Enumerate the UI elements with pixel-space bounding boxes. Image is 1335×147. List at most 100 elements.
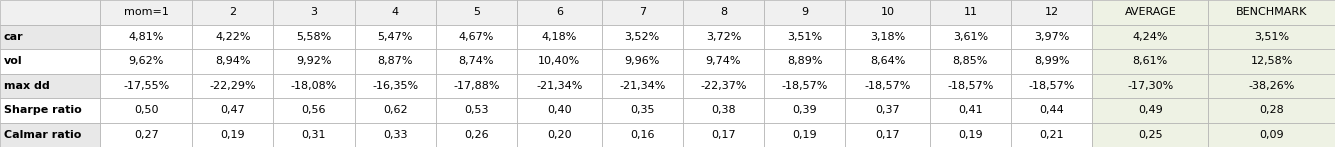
Bar	[192, 98, 274, 122]
Bar	[435, 25, 517, 49]
Text: 0,49: 0,49	[1137, 105, 1163, 115]
Text: 3,18%: 3,18%	[870, 32, 905, 42]
Bar	[435, 74, 517, 98]
Text: -17,30%: -17,30%	[1127, 81, 1173, 91]
Text: Sharpe ratio: Sharpe ratio	[4, 105, 81, 115]
Text: 0,44: 0,44	[1039, 105, 1064, 115]
Bar	[1208, 49, 1335, 74]
Bar	[355, 0, 435, 25]
Text: -38,26%: -38,26%	[1248, 81, 1295, 91]
Bar	[1011, 0, 1092, 25]
Bar	[602, 49, 682, 74]
Text: max dd: max dd	[4, 81, 49, 91]
Bar	[764, 74, 845, 98]
Text: -22,29%: -22,29%	[210, 81, 256, 91]
Text: AVERAGE: AVERAGE	[1124, 7, 1176, 17]
Text: 3,97%: 3,97%	[1033, 32, 1069, 42]
Bar	[764, 0, 845, 25]
Bar	[845, 74, 929, 98]
Bar	[274, 98, 355, 122]
Text: 0,62: 0,62	[383, 105, 407, 115]
Text: 9: 9	[801, 7, 808, 17]
Bar	[435, 0, 517, 25]
Text: 8,87%: 8,87%	[378, 56, 413, 66]
Text: 4,81%: 4,81%	[128, 32, 164, 42]
Bar	[1092, 74, 1208, 98]
Text: 8,61%: 8,61%	[1132, 56, 1168, 66]
Text: 9,92%: 9,92%	[296, 56, 331, 66]
Text: 4: 4	[391, 7, 399, 17]
Text: 5: 5	[473, 7, 481, 17]
Bar	[355, 74, 435, 98]
Bar	[764, 49, 845, 74]
Bar	[100, 49, 192, 74]
Bar	[517, 122, 602, 147]
Text: 0,33: 0,33	[383, 130, 407, 140]
Bar	[602, 98, 682, 122]
Bar	[274, 74, 355, 98]
Text: -17,88%: -17,88%	[454, 81, 499, 91]
Text: 5,58%: 5,58%	[296, 32, 331, 42]
Bar	[100, 98, 192, 122]
Text: 3,52%: 3,52%	[625, 32, 659, 42]
Text: 8,89%: 8,89%	[786, 56, 822, 66]
Bar	[845, 122, 929, 147]
Text: -18,57%: -18,57%	[781, 81, 828, 91]
Text: -16,35%: -16,35%	[372, 81, 418, 91]
Text: 8,64%: 8,64%	[870, 56, 905, 66]
Bar	[274, 49, 355, 74]
Bar	[517, 0, 602, 25]
Text: 12,58%: 12,58%	[1251, 56, 1292, 66]
Bar	[435, 122, 517, 147]
Text: 0,16: 0,16	[630, 130, 654, 140]
Bar	[355, 122, 435, 147]
Text: vol: vol	[4, 56, 23, 66]
Bar	[517, 74, 602, 98]
Bar	[0, 74, 100, 98]
Text: 0,37: 0,37	[876, 105, 900, 115]
Text: Calmar ratio: Calmar ratio	[4, 130, 81, 140]
Text: 0,19: 0,19	[220, 130, 246, 140]
Bar	[192, 49, 274, 74]
Text: 9,74%: 9,74%	[706, 56, 741, 66]
Text: 11: 11	[964, 7, 977, 17]
Bar	[192, 25, 274, 49]
Text: 0,19: 0,19	[959, 130, 983, 140]
Bar	[764, 25, 845, 49]
Text: 0,56: 0,56	[302, 105, 326, 115]
Bar	[602, 122, 682, 147]
Bar	[929, 98, 1011, 122]
Bar	[274, 0, 355, 25]
Bar	[517, 49, 602, 74]
Bar	[100, 122, 192, 147]
Text: 0,39: 0,39	[793, 105, 817, 115]
Bar	[845, 0, 929, 25]
Text: mom=1: mom=1	[124, 7, 168, 17]
Text: 8,94%: 8,94%	[215, 56, 251, 66]
Bar	[764, 98, 845, 122]
Bar	[602, 74, 682, 98]
Bar	[1092, 122, 1208, 147]
Bar	[274, 122, 355, 147]
Text: -22,37%: -22,37%	[700, 81, 746, 91]
Bar	[1208, 25, 1335, 49]
Bar	[1092, 0, 1208, 25]
Bar	[1208, 0, 1335, 25]
Text: 0,25: 0,25	[1137, 130, 1163, 140]
Bar	[682, 74, 764, 98]
Text: -21,34%: -21,34%	[537, 81, 582, 91]
Bar	[192, 122, 274, 147]
Bar	[1011, 98, 1092, 122]
Bar	[0, 0, 100, 25]
Bar	[435, 49, 517, 74]
Text: BENCHMARK: BENCHMARK	[1236, 7, 1307, 17]
Text: 3,72%: 3,72%	[706, 32, 741, 42]
Bar	[274, 25, 355, 49]
Text: 0,28: 0,28	[1259, 105, 1284, 115]
Bar	[929, 0, 1011, 25]
Text: 3,61%: 3,61%	[953, 32, 988, 42]
Bar	[1208, 74, 1335, 98]
Bar	[1092, 98, 1208, 122]
Bar	[929, 122, 1011, 147]
Bar	[192, 0, 274, 25]
